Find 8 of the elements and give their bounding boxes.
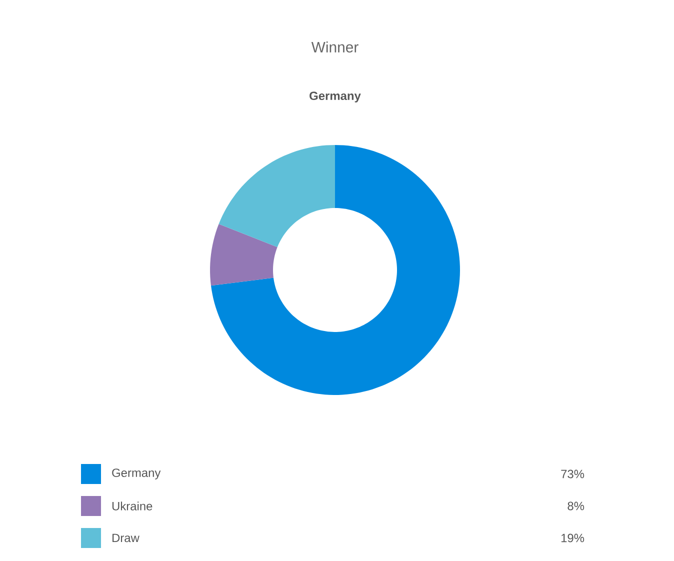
data-label: 19% xyxy=(561,534,584,542)
legend-label: Ukraine xyxy=(112,502,152,510)
data-label: 8% xyxy=(568,502,584,510)
legend-label: Draw xyxy=(112,534,140,542)
chart-title: Winner xyxy=(311,42,358,52)
chart-subtitle: Germany xyxy=(310,92,361,102)
legend-label: Germany xyxy=(112,468,161,480)
data-label: 73% xyxy=(561,470,584,478)
